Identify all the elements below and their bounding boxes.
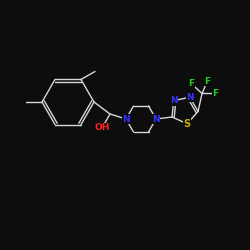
Text: F: F xyxy=(204,77,210,86)
Text: OH: OH xyxy=(94,124,110,132)
Text: N: N xyxy=(152,114,160,124)
Text: F: F xyxy=(212,89,218,98)
Text: F: F xyxy=(188,79,194,88)
Text: S: S xyxy=(184,119,190,129)
Text: N: N xyxy=(186,93,194,102)
Text: N: N xyxy=(122,114,130,124)
Text: N: N xyxy=(170,96,177,105)
